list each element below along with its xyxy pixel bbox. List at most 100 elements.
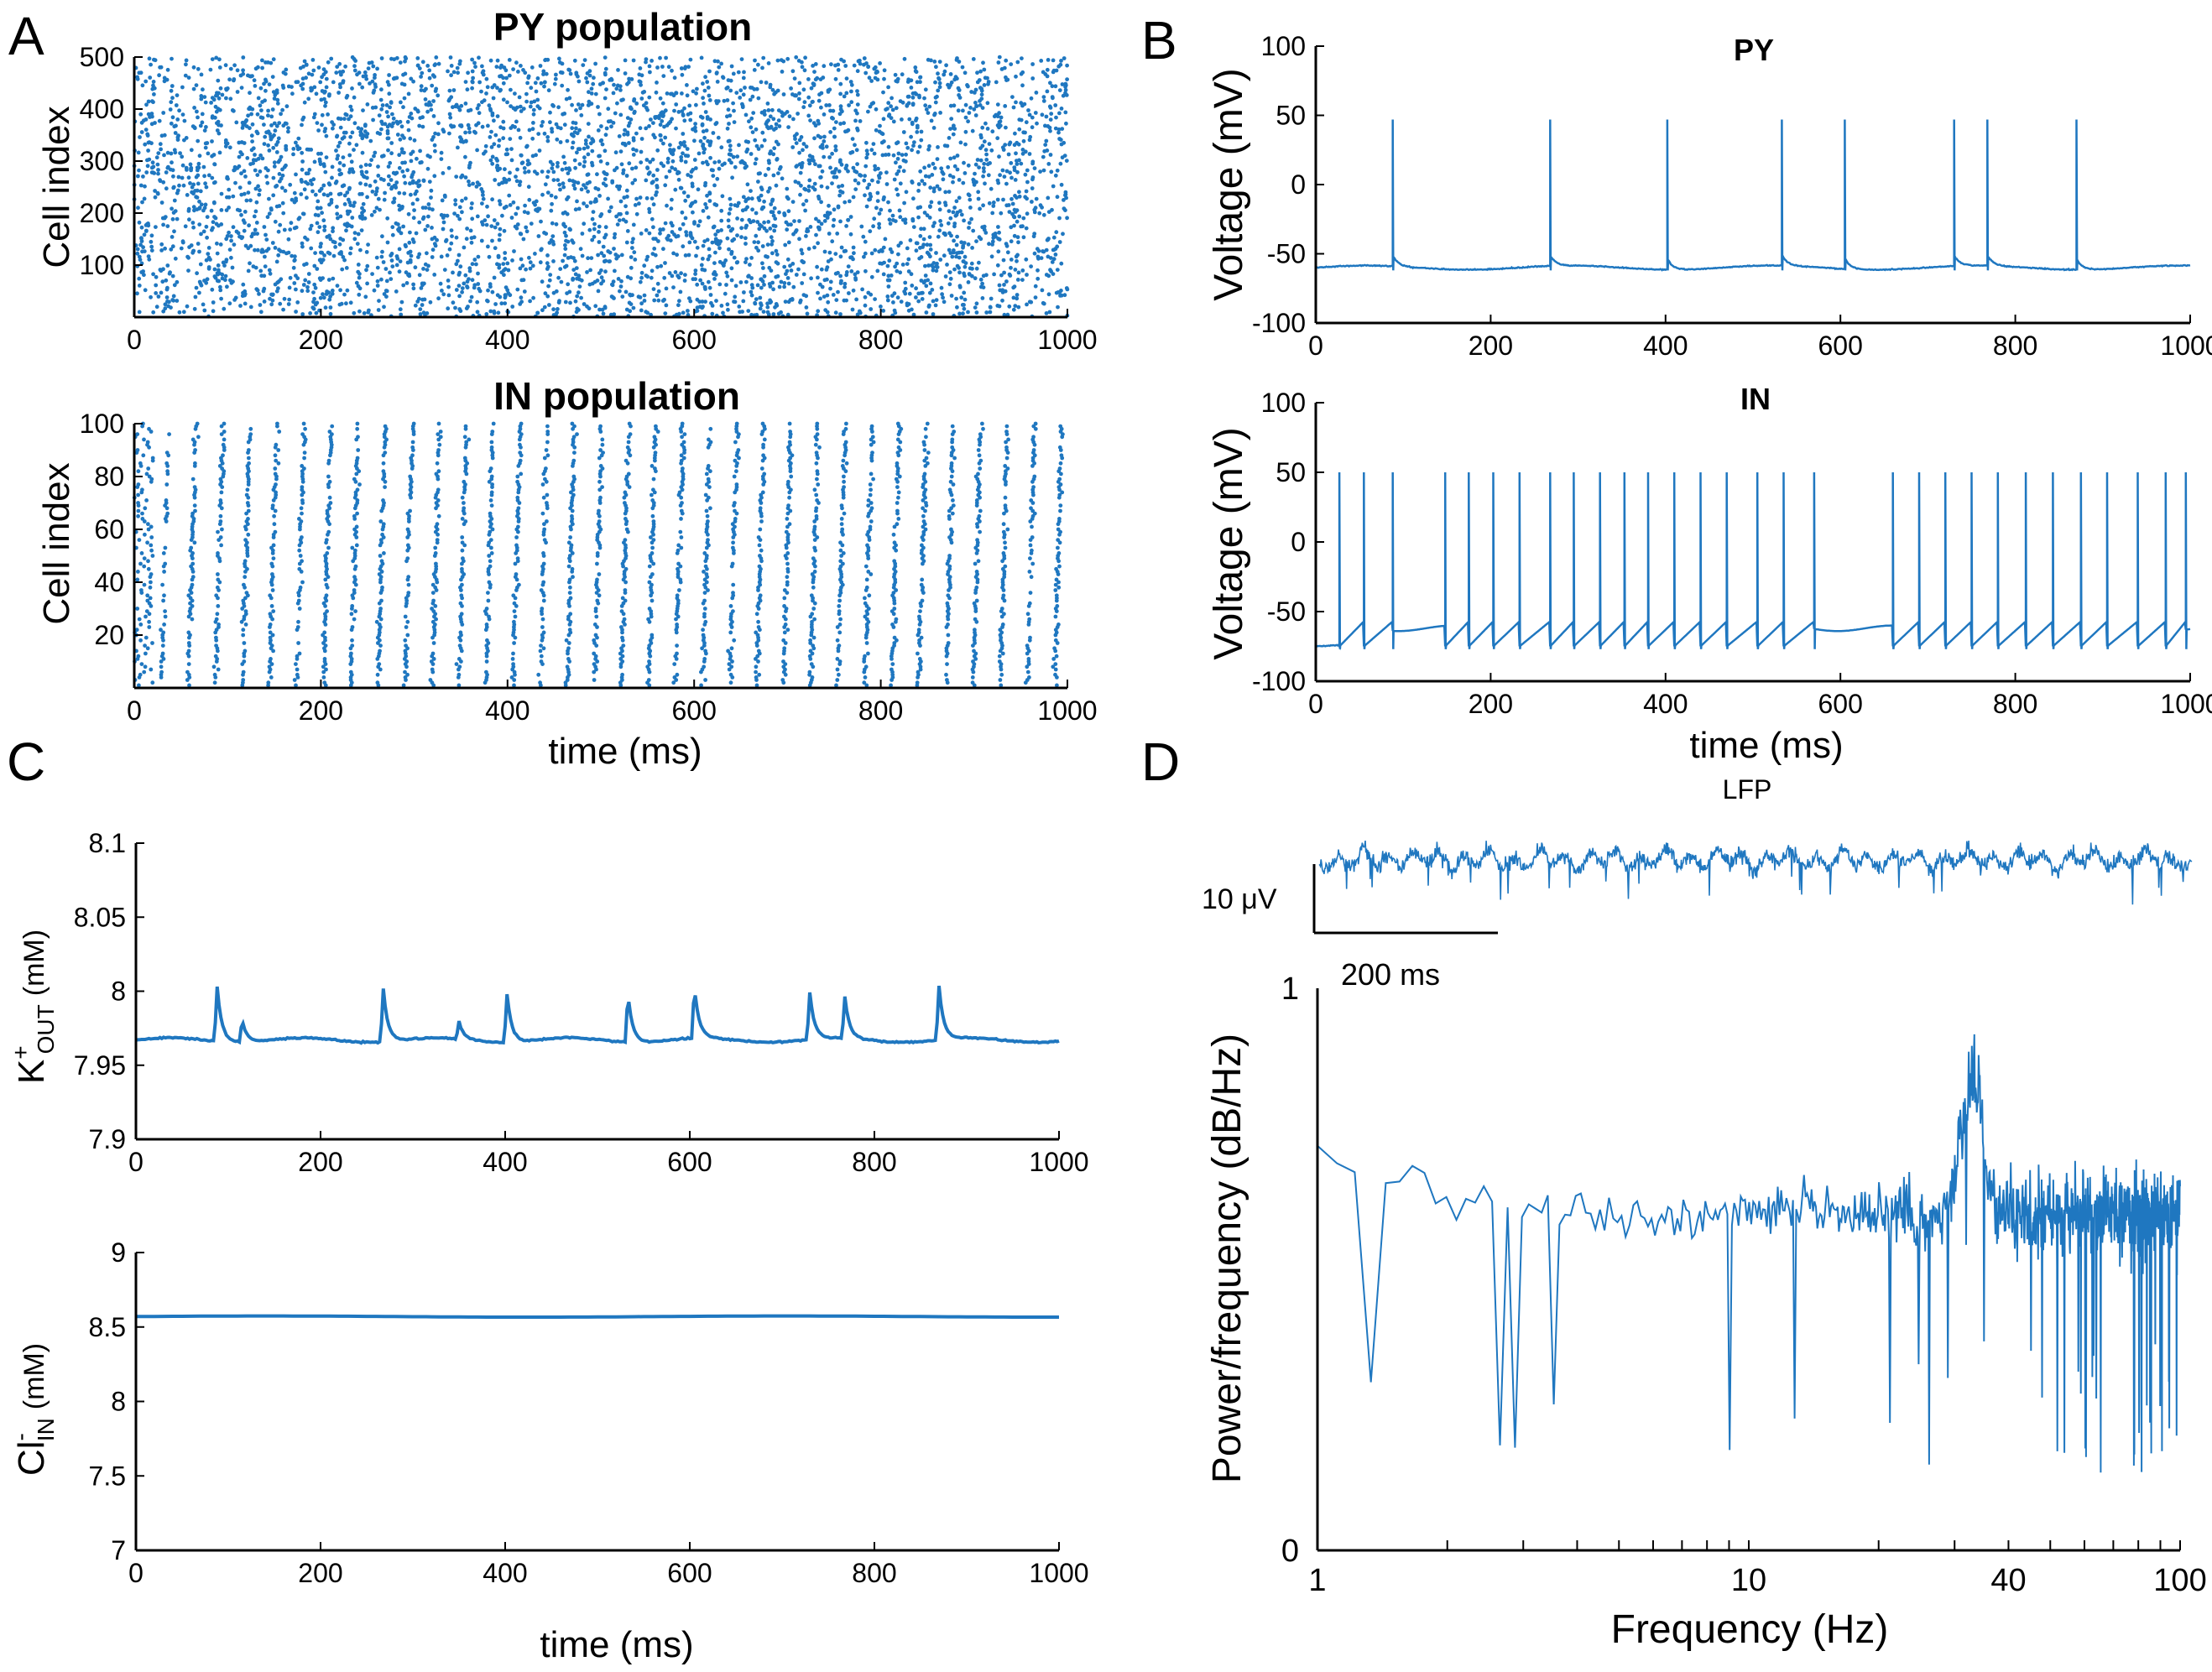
py-spike-dot xyxy=(369,158,373,163)
py-spike-dot xyxy=(875,77,880,82)
py-spike-dot xyxy=(521,237,526,242)
py-spike-dot xyxy=(824,144,829,149)
py-spike-dot xyxy=(534,207,538,212)
py-spike-dot xyxy=(816,241,820,246)
py-spike-dot xyxy=(447,131,451,136)
in-spike-dot xyxy=(620,635,624,640)
py-spike-dot xyxy=(170,235,175,239)
py-spike-dot xyxy=(480,220,484,225)
in-spike-dot xyxy=(143,635,149,640)
py-spike-dot xyxy=(825,265,830,269)
py-spike-dot xyxy=(451,105,455,110)
py-spike-dot xyxy=(737,143,741,148)
py-raster-ytick-label: 400 xyxy=(80,94,124,124)
py-spike-dot xyxy=(727,158,732,163)
py-spike-dot xyxy=(212,201,217,206)
py-spike-dot xyxy=(660,101,665,106)
py-spike-dot xyxy=(726,218,731,223)
py-spike-dot xyxy=(966,280,971,284)
py-spike-dot xyxy=(219,123,223,128)
py-spike-dot xyxy=(596,105,600,109)
py-spike-dot xyxy=(558,140,563,144)
py-spike-dot xyxy=(681,112,686,117)
py-spike-dot xyxy=(807,178,812,183)
py-spike-dot xyxy=(992,272,996,277)
py-spike-dot xyxy=(921,237,926,242)
py-spike-dot xyxy=(373,76,377,81)
py-spike-dot xyxy=(1030,125,1035,130)
py-spike-dot xyxy=(851,288,856,293)
in-spike-dot xyxy=(377,662,382,666)
py-spike-dot xyxy=(358,247,363,253)
py-spike-dot xyxy=(397,190,402,195)
py-spike-dot xyxy=(364,250,369,254)
py-spike-dot xyxy=(978,277,983,282)
in-spike-dot xyxy=(946,641,951,645)
py-spike-dot xyxy=(989,186,994,191)
py-spike-dot xyxy=(622,132,627,137)
py-spike-dot xyxy=(531,295,535,300)
py-spike-dot xyxy=(747,119,751,124)
py-spike-dot xyxy=(656,289,661,294)
py-spike-dot xyxy=(995,178,1000,183)
py-spike-dot xyxy=(949,117,954,122)
py-spike-dot xyxy=(184,62,188,67)
py-spike-dot xyxy=(976,190,981,195)
py-spike-dot xyxy=(552,81,557,86)
py-spike-dot xyxy=(1059,59,1063,63)
py-spike-dot xyxy=(656,239,660,243)
py-spike-dot xyxy=(195,271,200,276)
py-spike-dot xyxy=(195,109,199,114)
in-spike-dot xyxy=(782,646,787,651)
py-spike-dot xyxy=(191,182,196,187)
py-spike-dot xyxy=(456,70,460,76)
py-spike-dot xyxy=(923,174,928,179)
py-spike-dot xyxy=(743,199,749,204)
py-spike-dot xyxy=(201,87,205,92)
in-spike-dot xyxy=(321,675,326,680)
py-spike-dot xyxy=(485,204,489,209)
py-spike-dot xyxy=(469,240,474,245)
in-spike-dot xyxy=(837,643,842,648)
panel-label-c: C xyxy=(7,732,45,792)
py-spike-dot xyxy=(606,196,610,201)
py-spike-dot xyxy=(997,283,1002,288)
py-spike-dot xyxy=(1030,161,1035,166)
py-spike-dot xyxy=(220,276,225,281)
py-spike-dot xyxy=(191,225,196,230)
py-spike-dot xyxy=(801,272,806,277)
py-spike-dot xyxy=(225,234,230,238)
py-spike-dot xyxy=(709,300,713,305)
py-spike-dot xyxy=(604,87,608,91)
py-spike-dot xyxy=(463,138,468,143)
py-spike-dot xyxy=(982,161,987,166)
py-spike-dot xyxy=(251,158,256,163)
py-spike-dot xyxy=(966,310,970,315)
py-spike-dot xyxy=(519,257,524,262)
py-spike-dot xyxy=(662,275,667,280)
py-spike-dot xyxy=(586,152,591,157)
py-spike-dot xyxy=(650,59,654,63)
py-spike-dot xyxy=(875,199,880,204)
py-spike-dot xyxy=(456,284,462,288)
py-spike-dot xyxy=(503,251,508,255)
py-spike-dot xyxy=(243,301,248,306)
py-spike-dot xyxy=(1012,284,1017,289)
in-spike-dot xyxy=(404,643,408,648)
py-spike-dot xyxy=(1020,268,1025,273)
py-spike-dot xyxy=(812,245,816,250)
py-spike-dot xyxy=(582,146,587,151)
py-spike-dot xyxy=(611,91,616,96)
py-spike-dot xyxy=(335,133,340,138)
py-spike-dot xyxy=(527,197,532,202)
py-spike-dot xyxy=(426,102,430,107)
py-spike-dot xyxy=(372,154,376,159)
py-spike-dot xyxy=(417,220,422,225)
py-spike-dot xyxy=(724,270,729,275)
py-spike-dot xyxy=(348,104,353,109)
py-spike-dot xyxy=(797,91,801,96)
py-spike-dot xyxy=(767,282,772,286)
py-spike-dot xyxy=(832,126,837,131)
py-spike-dot xyxy=(373,82,378,86)
py-spike-dot xyxy=(932,221,936,226)
